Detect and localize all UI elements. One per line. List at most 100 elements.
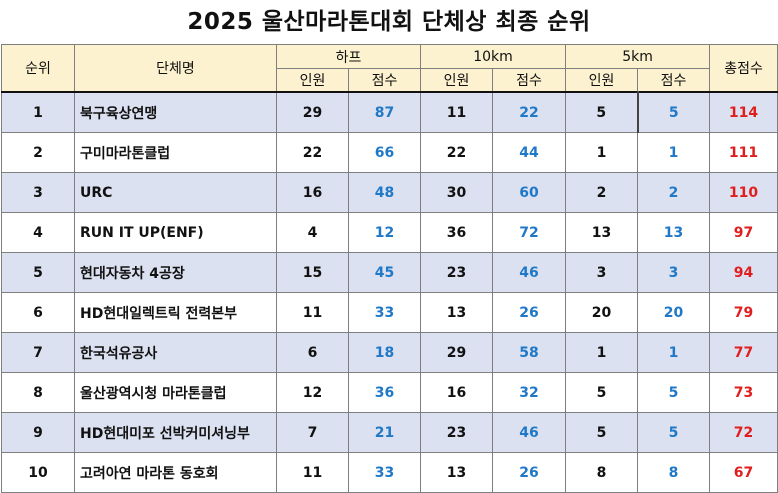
table-row: 8 울산광역시청 마라톤클럽 12 36 16 32 5 5 73 <box>1 372 778 413</box>
cell-5km-score: 2 <box>637 172 711 213</box>
cell-5km-score: 20 <box>637 292 711 333</box>
cell-team-name: URC <box>74 172 277 213</box>
cell-total: 110 <box>709 172 778 213</box>
cell-half-count: 29 <box>276 91 349 133</box>
table-row: 9 HD현대미포 선박커미셔닝부 7 21 23 46 5 5 72 <box>1 412 778 453</box>
cell-10km-count: 23 <box>420 412 494 453</box>
cell-5km-count: 13 <box>565 212 639 253</box>
header-5km-count: 인원 <box>565 68 639 93</box>
cell-half-score: 18 <box>347 332 422 373</box>
cell-10km-score: 22 <box>492 91 567 133</box>
cell-5km-count: 5 <box>565 91 639 133</box>
cell-10km-score: 44 <box>492 132 567 173</box>
cell-10km-score: 60 <box>492 172 567 213</box>
cell-5km-score: 5 <box>636 91 711 133</box>
cell-10km-count: 11 <box>420 91 494 133</box>
table-row: 3 URC 16 48 30 60 2 2 110 <box>1 172 778 213</box>
cell-total: 111 <box>709 132 778 173</box>
page-title: 2025 울산마라톤대회 단체상 최종 순위 <box>187 9 591 35</box>
header-rank: 순위 <box>1 44 75 93</box>
cell-total: 77 <box>709 332 778 373</box>
cell-10km-count: 16 <box>420 372 494 413</box>
cell-rank: 6 <box>1 292 75 333</box>
cell-team-name: HD현대미포 선박커미셔닝부 <box>74 412 277 453</box>
cell-half-score: 36 <box>347 372 422 413</box>
cell-half-count: 16 <box>276 172 349 213</box>
table-row: 2 구미마라톤클럽 22 66 22 44 1 1 111 <box>1 132 778 173</box>
header-10km-count: 인원 <box>420 68 494 93</box>
cell-rank: 8 <box>1 372 75 413</box>
cell-team-name: 구미마라톤클럽 <box>74 132 277 173</box>
cell-5km-count: 1 <box>565 132 639 173</box>
cell-10km-count: 30 <box>420 172 494 213</box>
cell-5km-count: 5 <box>565 412 639 453</box>
cell-10km-score: 58 <box>492 332 567 373</box>
cell-half-count: 11 <box>276 292 349 333</box>
cell-5km-count: 20 <box>565 292 639 333</box>
cell-rank: 3 <box>1 172 75 213</box>
table-row: 10 고려아연 마라톤 동호회 11 33 13 26 8 8 67 <box>1 452 778 493</box>
header-half-count: 인원 <box>276 68 349 93</box>
cell-total: 72 <box>709 412 778 453</box>
table-header: 순위 단체명 하프 10km 5km 총점수 인원 점수 인원 점수 인원 점수 <box>1 44 778 93</box>
cell-5km-count: 5 <box>565 372 639 413</box>
cell-half-score: 12 <box>347 212 422 253</box>
cell-10km-count: 13 <box>420 292 494 333</box>
cell-rank: 5 <box>1 252 75 293</box>
cell-half-count: 15 <box>276 252 349 293</box>
cell-team-name: 북구육상연맹 <box>74 91 277 133</box>
cell-10km-score: 72 <box>492 212 567 253</box>
header-5km: 5km <box>565 44 711 69</box>
cell-total: 94 <box>709 252 778 293</box>
cell-5km-count: 1 <box>565 332 639 373</box>
cell-total: 67 <box>709 452 778 493</box>
header-10km: 10km <box>420 44 567 69</box>
cell-10km-score: 26 <box>492 452 567 493</box>
cell-5km-score: 5 <box>637 412 711 453</box>
cell-total: 73 <box>709 372 778 413</box>
cell-rank: 10 <box>1 452 75 493</box>
cell-half-score: 33 <box>347 452 422 493</box>
cell-5km-count: 2 <box>565 172 639 213</box>
cell-rank: 1 <box>1 91 75 133</box>
cell-rank: 9 <box>1 412 75 453</box>
cell-half-count: 6 <box>276 332 349 373</box>
cell-5km-score: 13 <box>637 212 711 253</box>
header-team: 단체명 <box>74 44 277 93</box>
cell-half-count: 4 <box>276 212 349 253</box>
cell-half-score: 66 <box>347 132 422 173</box>
cell-total: 114 <box>709 91 778 133</box>
cell-5km-score: 1 <box>637 132 711 173</box>
cell-team-name: HD현대일렉트릭 전력본부 <box>74 292 277 333</box>
cell-total: 79 <box>709 292 778 333</box>
cell-team-name: 울산광역시청 마라톤클럽 <box>74 372 277 413</box>
cell-10km-count: 23 <box>420 252 494 293</box>
cell-rank: 4 <box>1 212 75 253</box>
cell-half-score: 33 <box>347 292 422 333</box>
cell-rank: 2 <box>1 132 75 173</box>
cell-10km-score: 32 <box>492 372 567 413</box>
cell-team-name: 고려아연 마라톤 동호회 <box>74 452 277 493</box>
header-5km-score: 점수 <box>637 68 711 93</box>
cell-team-name: 한국석유공사 <box>74 332 277 373</box>
header-half-score: 점수 <box>347 68 422 93</box>
cell-5km-score: 1 <box>637 332 711 373</box>
table-row: 1 북구육상연맹 29 87 11 22 5 5 114 <box>1 91 778 133</box>
cell-10km-score: 46 <box>492 412 567 453</box>
table-body: 1 북구육상연맹 29 87 11 22 5 5 114 2 구미마라톤클럽 22 66 22 44 1 1 11… <box>1 91 778 493</box>
cell-team-name: 현대자동차 4공장 <box>74 252 277 293</box>
cell-half-count: 12 <box>276 372 349 413</box>
header-10km-score: 점수 <box>492 68 567 93</box>
cell-half-score: 21 <box>347 412 422 453</box>
cell-10km-score: 46 <box>492 252 567 293</box>
cell-5km-count: 3 <box>565 252 639 293</box>
team-ranking-table: 순위 단체명 하프 10km 5km 총점수 인원 점수 인원 점수 인원 점수… <box>1 44 778 493</box>
cell-team-name: RUN IT UP(ENF) <box>74 212 277 253</box>
cell-half-score: 87 <box>347 91 422 133</box>
table-row: 4 RUN IT UP(ENF) 4 12 36 72 13 13 97 <box>1 212 778 253</box>
cell-5km-score: 5 <box>637 372 711 413</box>
cell-10km-count: 13 <box>420 452 494 493</box>
cell-half-count: 11 <box>276 452 349 493</box>
cell-5km-score: 3 <box>637 252 711 293</box>
cell-10km-count: 22 <box>420 132 494 173</box>
